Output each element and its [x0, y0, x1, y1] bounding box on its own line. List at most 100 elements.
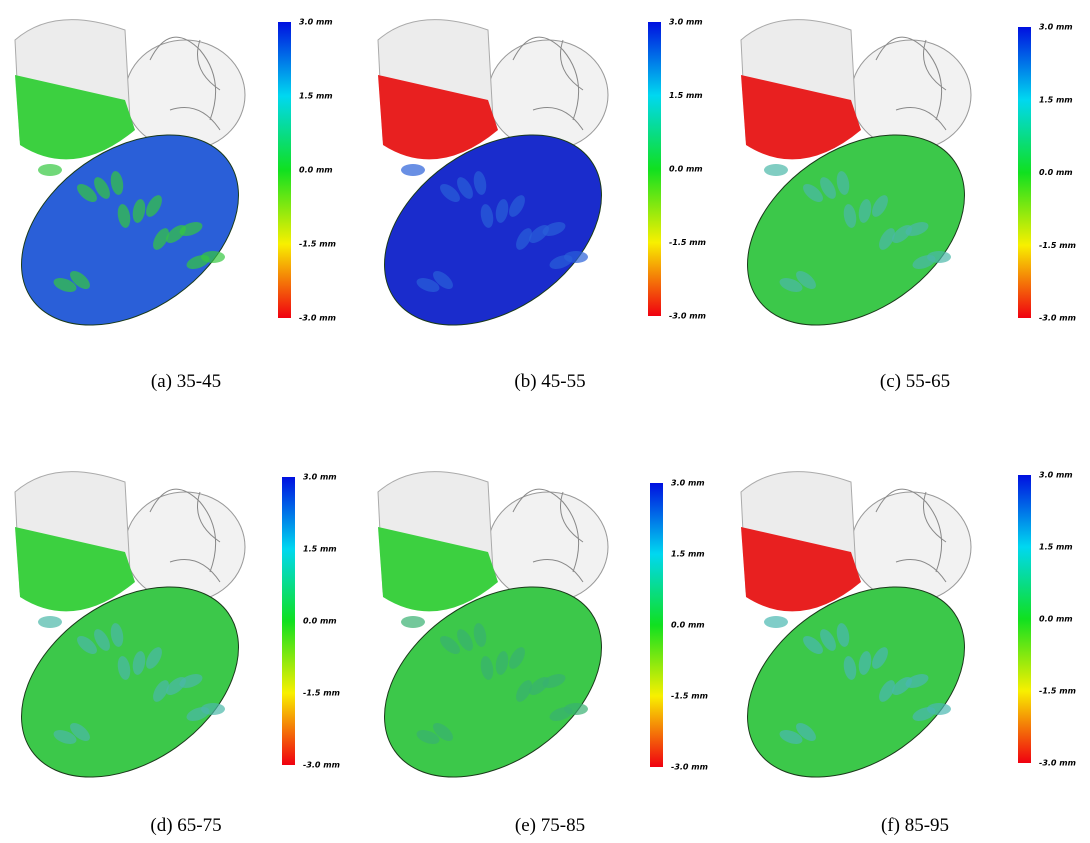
texture [509, 195, 525, 217]
texture [509, 647, 525, 669]
texture [564, 703, 588, 715]
colorbar-label: -1.5 mm [299, 240, 336, 249]
caption: (d) 65-75 [150, 815, 221, 836]
texture [803, 184, 823, 202]
atrium-color [741, 75, 861, 160]
texture [53, 278, 77, 292]
colorbar [282, 477, 295, 765]
caption: (b) 45-55 [514, 371, 585, 392]
colorbar [648, 22, 661, 316]
texture [132, 199, 146, 223]
heart-render [740, 471, 972, 778]
vessel-lines [149, 488, 221, 583]
colorbar-label: 1.5 mm [671, 550, 705, 559]
texture [110, 171, 124, 195]
colorbar-label: 3.0 mm [303, 473, 337, 482]
texture [433, 723, 453, 741]
texture [879, 228, 895, 250]
texture [516, 228, 532, 250]
colorbar-label: -3.0 mm [671, 763, 708, 772]
colorbar-label: 1.5 mm [299, 92, 333, 101]
texture [94, 629, 110, 651]
atrium-color [378, 75, 498, 160]
texture [416, 730, 440, 744]
texture [905, 222, 929, 236]
texture [440, 636, 460, 654]
heart-render [14, 471, 246, 778]
atrium-color [741, 527, 861, 612]
colorbar-label: 3.0 mm [671, 479, 705, 488]
colorbar-label: -3.0 mm [299, 314, 336, 323]
texture [879, 680, 895, 702]
colorbar-label: 0.0 mm [1039, 615, 1073, 624]
vessels [487, 491, 609, 603]
texture [401, 164, 425, 176]
texture [38, 616, 62, 628]
texture [473, 623, 487, 647]
colorbar-label: 1.5 mm [1039, 95, 1073, 104]
texture [77, 184, 97, 202]
texture [905, 674, 929, 688]
heart-render [377, 19, 609, 326]
texture [495, 199, 509, 223]
colorbar-label: -1.5 mm [669, 238, 706, 247]
texture [457, 177, 473, 199]
texture [433, 271, 453, 289]
colorbar-label: 1.5 mm [303, 545, 337, 554]
colorbar-label: 0.0 mm [1039, 168, 1073, 177]
heart-render [740, 19, 972, 326]
colorbar-label: -3.0 mm [1039, 314, 1076, 323]
texture [117, 204, 131, 228]
texture [132, 651, 146, 675]
texture [146, 195, 162, 217]
colorbar-label: 1.5 mm [669, 91, 703, 100]
texture [70, 271, 90, 289]
colorbar [650, 483, 663, 767]
texture [872, 195, 888, 217]
texture [542, 674, 566, 688]
colorbar-label: 0.0 mm [669, 165, 703, 174]
texture [416, 278, 440, 292]
texture [872, 647, 888, 669]
colorbar-label: -1.5 mm [671, 692, 708, 701]
texture [796, 723, 816, 741]
vessel-lines [875, 488, 947, 583]
texture [843, 656, 857, 680]
vessel-lines [149, 36, 221, 131]
texture [179, 222, 203, 236]
texture [564, 251, 588, 263]
colorbar-label: -3.0 mm [303, 761, 340, 770]
texture [779, 730, 803, 744]
colorbar-label: 0.0 mm [671, 621, 705, 630]
texture [401, 616, 425, 628]
texture [516, 680, 532, 702]
vessels [124, 39, 246, 151]
texture [927, 703, 951, 715]
colorbar-label: -3.0 mm [1039, 759, 1076, 768]
texture [110, 623, 124, 647]
vessels [850, 39, 972, 151]
texture [153, 228, 169, 250]
vessels [850, 491, 972, 603]
texture [480, 204, 494, 228]
texture [457, 629, 473, 651]
vessel-lines [875, 36, 947, 131]
texture [440, 184, 460, 202]
colorbar-label: -3.0 mm [669, 312, 706, 321]
atrium-color [15, 75, 135, 160]
texture [117, 656, 131, 680]
atrium-color [378, 527, 498, 612]
texture [146, 647, 162, 669]
colorbar-label: 3.0 mm [669, 18, 703, 27]
caption: (c) 55-65 [880, 371, 950, 392]
texture [495, 651, 509, 675]
texture [53, 730, 77, 744]
texture [836, 623, 850, 647]
texture [94, 177, 110, 199]
vessel-lines [512, 36, 584, 131]
caption: (a) 35-45 [151, 371, 221, 392]
vessel-lines [512, 488, 584, 583]
texture [70, 723, 90, 741]
texture [858, 651, 872, 675]
texture [803, 636, 823, 654]
